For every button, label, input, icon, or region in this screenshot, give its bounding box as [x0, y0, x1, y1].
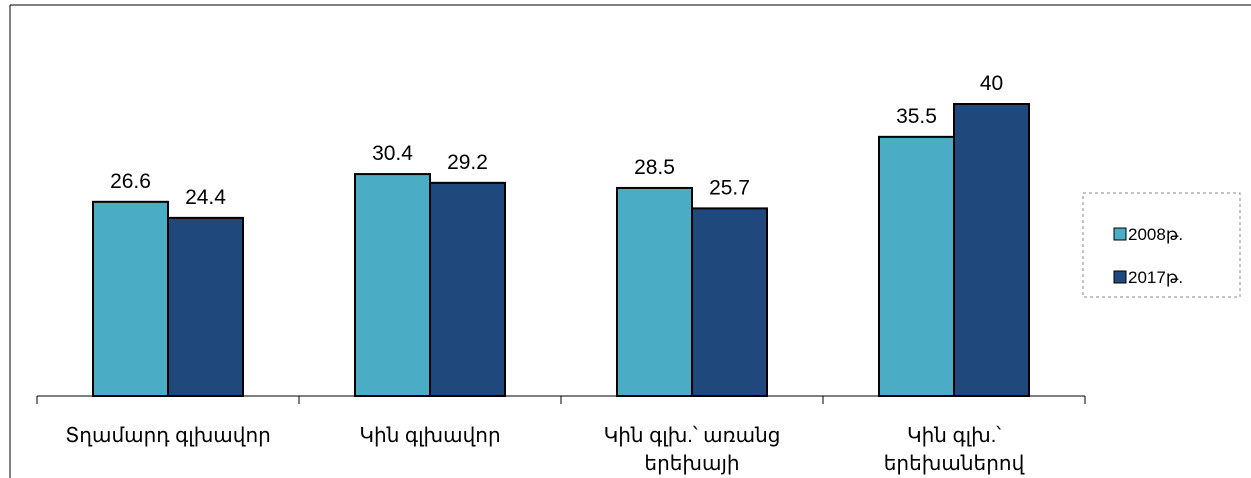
x-tick-label: Տղամարդ գլխավոր — [65, 425, 271, 447]
data-label: 26.6 — [110, 170, 151, 193]
data-label: 30.4 — [372, 142, 413, 165]
x-tick-label: Կին գլխավոր — [359, 425, 501, 447]
data-label: 40 — [980, 72, 1003, 95]
legend-box — [1082, 192, 1241, 298]
data-label: 29.2 — [447, 151, 488, 174]
x-tick-label: Կին գլխ.՝ առանց երեխայի — [603, 425, 781, 475]
data-label: 25.7 — [709, 176, 750, 199]
x-tick-label: Կին գլխ.՝ երեխաներով — [883, 425, 1025, 475]
legend-swatch — [1113, 270, 1127, 284]
legend-label: 2017թ. — [1128, 268, 1183, 287]
legend-swatch — [1113, 227, 1127, 241]
data-label: 35.5 — [896, 105, 937, 128]
bar — [92, 200, 169, 397]
data-label: 24.4 — [185, 186, 226, 209]
bar — [167, 216, 244, 397]
bar — [429, 181, 506, 397]
bar — [691, 207, 768, 397]
legend-label: 2008թ. — [1128, 225, 1183, 244]
bar — [953, 103, 1030, 397]
data-label: 28.5 — [634, 156, 675, 179]
bar — [878, 135, 955, 397]
bar — [616, 186, 693, 397]
bar — [354, 173, 431, 397]
